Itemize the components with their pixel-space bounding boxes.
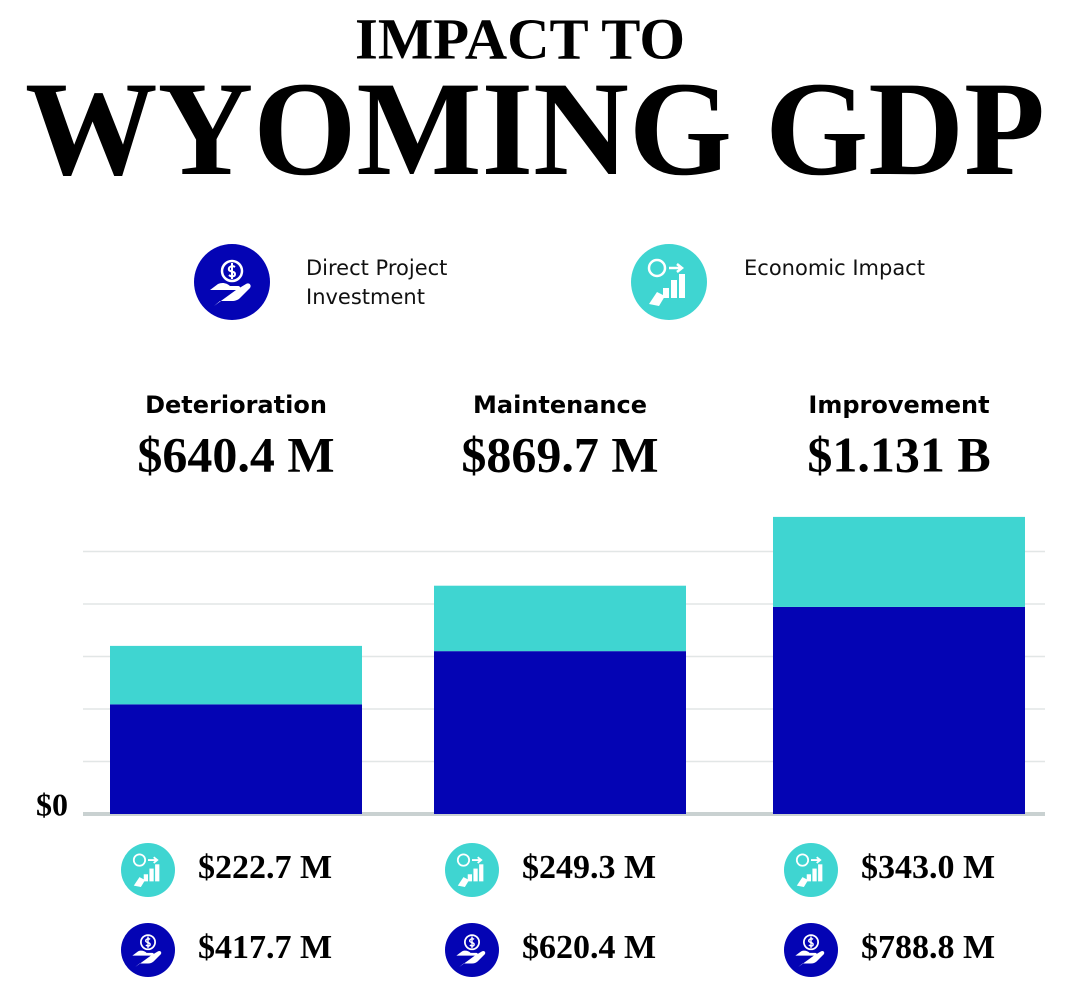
icon-arrow (148, 856, 159, 864)
impact-icon (631, 244, 707, 320)
value-label: $788.8 M (861, 929, 995, 966)
icon-bar (818, 864, 823, 882)
icon-bar (663, 288, 669, 298)
icon-dollar (227, 263, 237, 279)
icon-bar (143, 874, 148, 882)
icon-hand (133, 877, 146, 888)
icon-hand (649, 292, 665, 306)
icon-coin (140, 934, 156, 951)
icon-hand (210, 282, 251, 306)
value-label: $222.7 M (198, 849, 332, 886)
icon-bar (806, 874, 811, 882)
investment-icon (445, 923, 499, 977)
icon-coin (795, 853, 810, 867)
bar-segment (773, 516, 1025, 607)
icon-circle (445, 843, 499, 897)
icon-coin (803, 934, 819, 951)
investment-icon (784, 923, 838, 977)
bar-segment (773, 606, 1025, 814)
icon-bar (467, 874, 472, 882)
icon-hand (795, 950, 825, 968)
total-label: $640.4 M (137, 426, 334, 482)
total-label: $1.131 B (807, 426, 990, 482)
chart-title: IMPACT TO (355, 6, 685, 71)
total-label: $869.7 M (461, 426, 658, 482)
icon-dollar (469, 936, 475, 948)
icon-circle (121, 843, 175, 897)
icon-arrow (811, 856, 822, 864)
icon-bar (473, 868, 478, 882)
icon-coin (132, 853, 147, 867)
category-label: Maintenance (473, 391, 647, 419)
category-label: Improvement (808, 391, 989, 419)
icon-circle (631, 244, 707, 320)
icon-coin (464, 934, 480, 951)
chart-subtitle: WYOMING GDP (25, 55, 1045, 204)
icon-bar (479, 864, 484, 882)
icon-dollar (808, 936, 814, 948)
icon-hand (457, 877, 470, 888)
bar-segment (434, 585, 686, 652)
icon-circle (784, 843, 838, 897)
impact-icon (121, 843, 175, 897)
icon-bar (155, 864, 160, 882)
bar-segment (110, 704, 362, 814)
icon-hand (456, 950, 486, 968)
value-label: $417.7 M (198, 929, 332, 966)
impact-icon (784, 843, 838, 897)
icon-arrow (472, 856, 483, 864)
icon-arrow (669, 263, 685, 273)
icon-dollar (145, 936, 151, 948)
icon-hand (796, 877, 809, 888)
icon-bar (679, 274, 685, 298)
value-label: $620.4 M (522, 929, 656, 966)
icon-bar (812, 868, 817, 882)
category-label: Deterioration (145, 391, 327, 419)
icon-coin (456, 853, 471, 867)
legend-label: Direct Project Investment (306, 256, 448, 309)
y-tick-label: $0 (36, 786, 68, 822)
investment-icon (121, 923, 175, 977)
legend-label: Economic Impact (744, 256, 925, 280)
investment-icon (194, 244, 270, 320)
icon-hand (132, 950, 162, 968)
icon-bar (149, 868, 154, 882)
icon-bar (671, 280, 677, 298)
value-label: $343.0 M (861, 849, 995, 886)
bar-segment (110, 645, 362, 705)
icon-coin (647, 258, 667, 278)
icon-coin (220, 259, 244, 283)
value-label: $249.3 M (522, 849, 656, 886)
impact-icon (445, 843, 499, 897)
bar-segment (434, 651, 686, 814)
